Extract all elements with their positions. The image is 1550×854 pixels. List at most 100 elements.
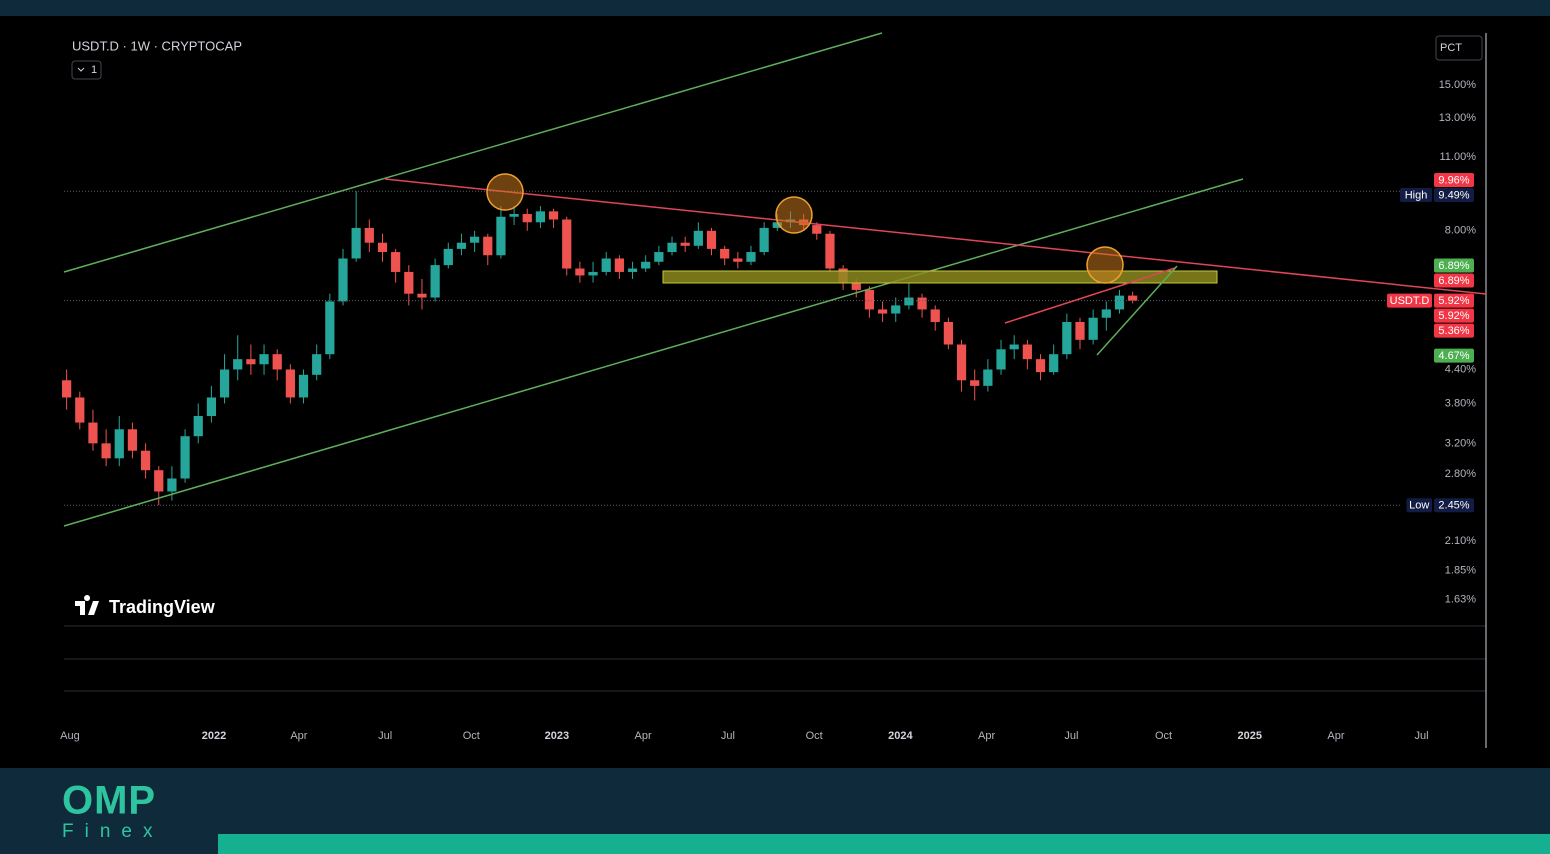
price-tag-name: Low: [1409, 500, 1429, 512]
candle-body: [654, 252, 664, 262]
candle-body: [219, 369, 230, 398]
candle-body: [167, 478, 177, 492]
scale-mode-button[interactable]: [1435, 35, 1483, 61]
brand-name: OMP: [62, 779, 156, 823]
candle-body: [864, 289, 875, 310]
candle-body: [62, 380, 72, 398]
candle-body: [312, 354, 322, 375]
candle-body: [891, 305, 901, 314]
wedge-upper: [1004, 267, 1176, 324]
price-tag-label: 5.92%: [1438, 310, 1469, 322]
price-tag-name-box: [1400, 187, 1432, 202]
y-tick-label: 1.85%: [1445, 564, 1476, 576]
candle-body: [904, 297, 914, 306]
price-tag-label: 6.89%: [1438, 260, 1469, 272]
candle-body: [101, 443, 111, 459]
price-tag-label: 9.49%: [1438, 189, 1469, 201]
candle-body: [548, 211, 559, 220]
y-tick-label: 2.80%: [1445, 468, 1476, 480]
x-tick-label: 2024: [888, 730, 913, 742]
scale-mode-label: PCT: [1440, 42, 1462, 54]
candle-body: [1062, 321, 1072, 355]
x-tick-label: Oct: [806, 730, 823, 742]
price-tag: [1434, 308, 1474, 323]
candle-body: [772, 222, 782, 228]
candle-body: [456, 242, 467, 249]
candle-body: [733, 258, 743, 262]
candle-body: [851, 282, 861, 290]
candle-body: [417, 293, 427, 298]
brand-bar: [218, 834, 1550, 854]
touch-circle: [486, 173, 524, 211]
x-tick-label: Aug: [60, 730, 80, 742]
candle-body: [1114, 295, 1125, 310]
price-tag-label: 5.92%: [1438, 295, 1469, 307]
candle-body: [259, 354, 269, 365]
price-tag-label: 4.67%: [1438, 350, 1469, 362]
x-tick-label: Jul: [721, 730, 735, 742]
candle-body: [535, 211, 546, 223]
y-tick-label: 11.00%: [1440, 151, 1477, 163]
channel-lower: [63, 178, 1244, 527]
x-tick-label: Jul: [378, 730, 392, 742]
candle-body: [496, 216, 506, 256]
candle-body: [140, 450, 151, 471]
y-tick-label: 15.00%: [1439, 79, 1477, 91]
watermark-text: TradingView: [109, 597, 216, 617]
candle-body: [930, 309, 940, 322]
candle-body: [443, 248, 453, 266]
candle-body: [575, 268, 585, 276]
candle-body: [483, 236, 493, 256]
candle-body: [693, 230, 703, 246]
interval-button[interactable]: [71, 60, 102, 80]
candle-body: [667, 242, 677, 253]
candle-body: [983, 369, 993, 386]
candle-body: [127, 429, 138, 451]
candle-body: [917, 297, 927, 310]
price-tag: [1434, 348, 1474, 363]
candle-body: [285, 369, 295, 398]
x-tick-label: Apr: [635, 730, 652, 742]
y-tick-label: 1.63%: [1445, 594, 1476, 606]
candle-body: [956, 344, 967, 381]
price-tag-label: 2.45%: [1438, 500, 1469, 512]
x-tick-label: Jul: [1064, 730, 1078, 742]
price-tag-name: High: [1405, 189, 1428, 201]
candle-body: [180, 436, 190, 479]
y-tick-label: 3.20%: [1445, 437, 1476, 449]
x-tick-label: Apr: [1327, 730, 1344, 742]
drawings: [63, 32, 1487, 527]
candle-body: [430, 265, 440, 298]
y-tick-label: 3.80%: [1445, 397, 1476, 409]
supply-zone: [662, 270, 1218, 284]
candle-body: [588, 271, 598, 276]
touch-circle: [1086, 246, 1124, 284]
interval-button-label: 1: [91, 64, 97, 76]
candle-body: [246, 359, 256, 365]
x-tick-label: Apr: [290, 730, 307, 742]
candle-body: [75, 397, 85, 423]
chevron-icon: [77, 67, 85, 72]
candle-body: [943, 321, 953, 345]
x-tick-label: Apr: [978, 730, 995, 742]
wedge-lower: [1096, 265, 1178, 356]
candle-body: [706, 230, 717, 249]
candle-body: [1049, 354, 1059, 373]
x-tick-label: Jul: [1414, 730, 1428, 742]
candle-body: [996, 349, 1006, 370]
candle-body: [1088, 317, 1098, 340]
x-tick-label: Oct: [463, 730, 480, 742]
candle-body: [1075, 321, 1085, 340]
candle-body: [746, 252, 756, 262]
y-tick-label: 4.40%: [1445, 363, 1476, 375]
price-tag-label: 5.36%: [1438, 325, 1469, 337]
x-tick-label: 2023: [545, 730, 569, 742]
candle-body: [614, 258, 624, 272]
candle-body: [509, 214, 519, 217]
candle-body: [114, 429, 124, 459]
candle-body: [88, 422, 98, 444]
x-tick-label: 2025: [1238, 730, 1262, 742]
candle-body: [1022, 344, 1032, 360]
channel-upper: [63, 32, 883, 273]
